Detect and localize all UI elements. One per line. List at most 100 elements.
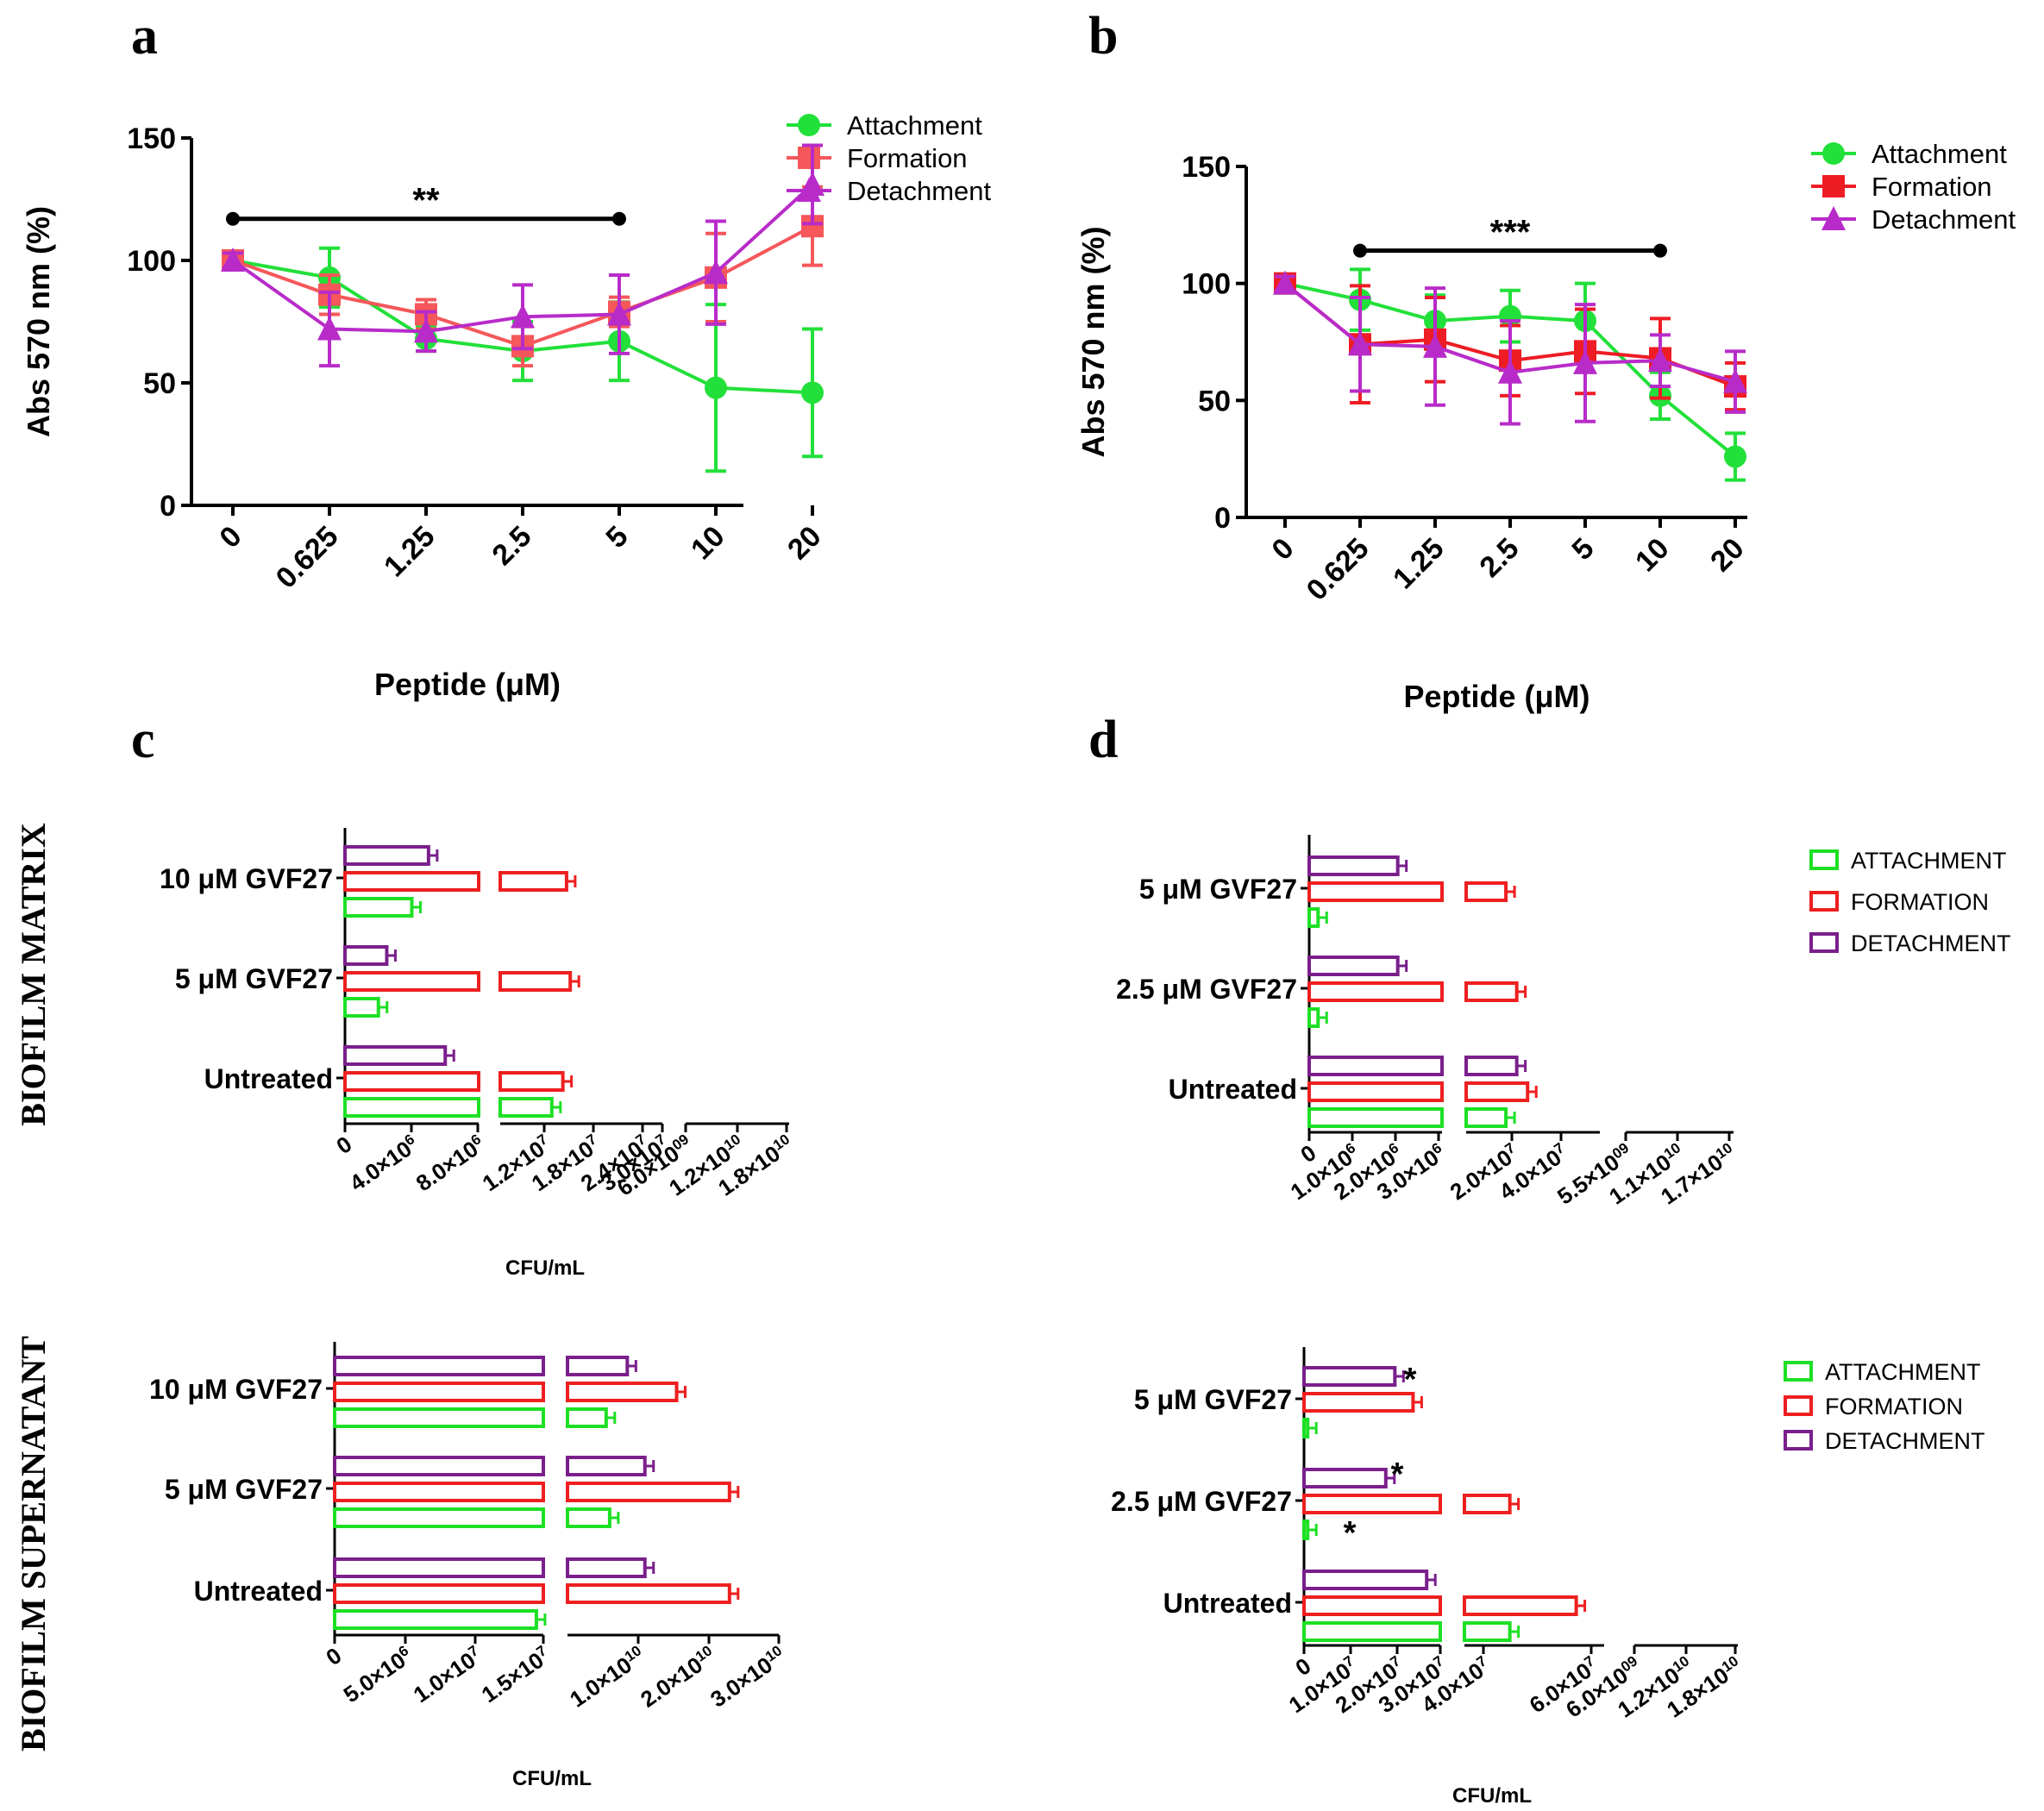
y-tick-label: 50	[143, 367, 176, 400]
legend-label-detachment: DETACHMENT	[1851, 931, 2011, 956]
bar-formation	[566, 1583, 731, 1604]
significance-label: **	[412, 182, 440, 220]
data-point-attachment	[801, 381, 824, 404]
bar-formation	[1302, 1392, 1415, 1413]
x-axis-label: CFU/mL	[1452, 1784, 1532, 1808]
bar-detachment	[343, 945, 389, 966]
bar-detachment	[1307, 1056, 1444, 1076]
legend-swatch-attachment	[1784, 1361, 1813, 1382]
x-tick-label: 1.0×1010	[565, 1642, 650, 1713]
chart-c-matrix: 04.0×1068.0×1061.2×1071.8×1072.4×1073.0×…	[160, 828, 793, 1280]
legend-label-attachment: Attachment	[1872, 139, 2007, 169]
bar-attachment	[343, 1097, 480, 1118]
x-tick-label: 1.5×107	[477, 1642, 555, 1708]
x-tick-label: 1.25	[378, 520, 442, 584]
x-tick-label: 0	[213, 520, 248, 555]
bar-attachment	[333, 1407, 545, 1428]
bar-attachment	[566, 1407, 608, 1428]
legend-marker-detachment	[797, 178, 821, 202]
category-label: 5 μM GVF27	[1134, 1384, 1292, 1415]
data-point-detachment	[414, 318, 438, 343]
legend-label-formation: Formation	[847, 143, 968, 173]
bar-formation	[343, 971, 480, 992]
bar-formation	[1307, 881, 1444, 902]
legend-swatch-detachment	[1809, 932, 1839, 953]
bar-attachment	[343, 897, 414, 918]
significance-label: ***	[1490, 214, 1531, 252]
category-label: Untreated	[1163, 1588, 1292, 1619]
legend-marker-formation	[1822, 175, 1845, 197]
bar-attachment	[1307, 1107, 1444, 1128]
y-tick-label: 100	[1182, 268, 1231, 301]
x-tick-label: 2.5	[1473, 532, 1525, 584]
bar-formation	[1307, 1081, 1444, 1102]
category-label: Untreated	[204, 1063, 333, 1094]
bar-attachment	[566, 1507, 611, 1528]
bar-detachment	[333, 1456, 545, 1476]
legend-marker-attachment	[1822, 142, 1845, 165]
y-tick-label: 150	[1182, 151, 1231, 184]
data-point-detachment	[1573, 349, 1597, 374]
bar-formation	[498, 971, 573, 992]
significance-end	[612, 211, 626, 226]
x-tick-label: 0	[331, 1131, 356, 1159]
category-label: 5 μM GVF27	[165, 1474, 323, 1505]
bar-formation	[566, 1382, 679, 1402]
bar-attachment	[343, 997, 380, 1018]
data-point-detachment	[1273, 270, 1297, 295]
significance-end	[1353, 243, 1367, 258]
bar-attachment	[333, 1507, 545, 1528]
data-point-detachment	[221, 248, 245, 272]
x-tick-label: 0	[321, 1642, 346, 1670]
x-tick-label: 10	[685, 520, 731, 567]
x-tick-label: 3.0×1010	[705, 1642, 791, 1713]
data-point-detachment	[1423, 333, 1447, 358]
x-tick-label: 5.0×106	[339, 1642, 417, 1708]
bar-detachment	[1307, 956, 1400, 976]
data-point-detachment	[1648, 348, 1672, 373]
bar-detachment	[566, 1356, 630, 1376]
bar-formation	[1463, 1494, 1512, 1514]
bar-detachment	[1307, 855, 1400, 876]
panel-letter-b: b	[1088, 7, 1118, 66]
panel-letter-d: d	[1088, 711, 1118, 769]
y-tick-label: 0	[160, 490, 176, 523]
category-label: 10 μM GVF27	[149, 1374, 323, 1405]
x-axis-label: Peptide (μM)	[1403, 679, 1589, 714]
legend-label-attachment: ATTACHMENT	[1851, 848, 2006, 874]
data-point-detachment	[1723, 368, 1747, 393]
legend-label-detachment: Detachment	[847, 176, 992, 206]
bar-attachment	[1302, 1621, 1442, 1642]
bar-attachment	[498, 1097, 554, 1118]
legend-swatch-formation	[1809, 891, 1839, 912]
x-tick-label: 4.0×106	[345, 1131, 423, 1196]
bar-formation	[343, 1071, 480, 1092]
legend-label-detachment: DETACHMENT	[1825, 1428, 1985, 1454]
bar-detachment	[333, 1557, 545, 1578]
data-point-detachment	[1498, 359, 1522, 384]
significance-star: *	[1344, 1515, 1357, 1551]
data-point-attachment	[1724, 445, 1746, 468]
legend-swatch-detachment	[1784, 1430, 1813, 1451]
x-tick-label: 1.25	[1387, 532, 1451, 596]
bar-formation	[498, 1071, 565, 1092]
y-tick-label: 50	[1198, 385, 1231, 417]
x-tick-label: 0.625	[1301, 532, 1376, 607]
bar-formation	[333, 1482, 545, 1502]
data-point-detachment	[317, 316, 342, 341]
x-tick-label: 0.625	[270, 520, 345, 595]
x-axis-label: Peptide (μM)	[374, 667, 561, 702]
side-label-0: BIOFILM MATRIX	[14, 823, 53, 1126]
bar-detachment	[1464, 1056, 1519, 1076]
bar-formation	[1464, 881, 1508, 902]
category-label: 2.5 μM GVF27	[1111, 1486, 1292, 1517]
x-tick-label: 1.0×107	[409, 1642, 487, 1708]
significance-end	[1653, 243, 1667, 258]
x-tick-label: 5	[1565, 532, 1600, 567]
bar-detachment	[343, 1045, 448, 1066]
bar-attachment	[1307, 907, 1320, 928]
